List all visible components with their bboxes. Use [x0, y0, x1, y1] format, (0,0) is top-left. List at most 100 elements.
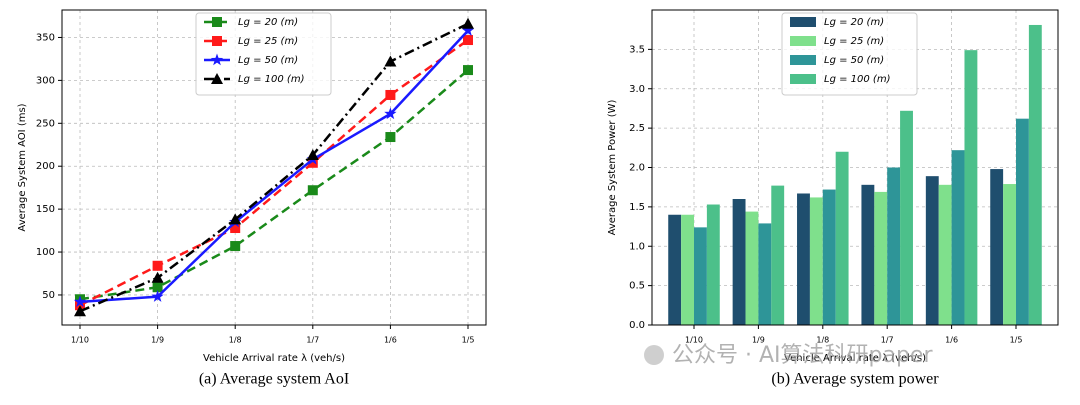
y-tick-label: 150 — [36, 204, 55, 215]
x-tick-label: 1/6 — [945, 336, 958, 345]
y-tick-label: 100 — [36, 247, 55, 258]
bar — [758, 223, 772, 325]
legend-label: Lg = 50 (m) — [238, 55, 298, 66]
bar — [900, 110, 913, 325]
marker — [210, 53, 224, 66]
bar — [887, 167, 901, 325]
y-tick-label: 3.5 — [629, 44, 645, 55]
line — [79, 39, 469, 307]
marker — [74, 305, 86, 317]
x-tick-label: 1/9 — [151, 336, 164, 345]
bar — [732, 199, 746, 325]
bar — [681, 214, 694, 325]
legend-frame — [195, 12, 332, 96]
marker — [306, 149, 319, 161]
bar — [835, 151, 849, 325]
marker — [152, 282, 163, 293]
marker — [385, 89, 396, 100]
legend-label: Lg = 100 (m) — [238, 74, 304, 85]
marker — [463, 35, 473, 46]
line — [79, 29, 469, 304]
legend-label: Lg = 100 (m) — [824, 74, 890, 85]
watermark-icon — [644, 345, 664, 365]
bar — [706, 204, 720, 325]
bar — [951, 150, 965, 325]
legend-swatch — [790, 74, 816, 84]
x-tick-label: 1/10 — [71, 336, 89, 345]
marker — [462, 17, 474, 29]
bar — [1003, 184, 1016, 325]
x-tick-label: 1/6 — [384, 336, 397, 345]
marker — [75, 300, 85, 311]
legend-swatch — [790, 36, 816, 46]
marker — [461, 24, 475, 36]
bar — [990, 169, 1004, 325]
x-tick-label: 1/9 — [752, 336, 765, 345]
bar — [874, 191, 888, 325]
line — [79, 69, 469, 301]
legend-label: Lg = 25 (m) — [824, 36, 884, 47]
marker — [73, 295, 87, 308]
marker — [152, 260, 163, 271]
bar — [694, 227, 707, 325]
caption: (b) Average system power — [771, 371, 939, 388]
x-tick-label: 1/5 — [1010, 336, 1023, 345]
bar — [771, 185, 785, 325]
marker — [230, 223, 241, 234]
y-tick-label: 2.0 — [629, 163, 645, 174]
marker — [385, 132, 396, 143]
marker — [211, 73, 223, 84]
marker — [384, 55, 397, 67]
bar — [668, 214, 682, 325]
y-tick-label: 350 — [36, 32, 55, 43]
bar — [797, 193, 810, 325]
y-tick-label: 50 — [42, 290, 55, 301]
marker — [230, 241, 241, 252]
watermark: 公众号 · AI算法科研paper — [672, 343, 933, 368]
bar — [809, 197, 823, 325]
y-tick-label: 2.5 — [629, 123, 645, 134]
marker — [229, 213, 242, 225]
y-tick-label: 300 — [36, 75, 55, 86]
marker — [212, 17, 222, 27]
marker — [151, 290, 164, 302]
y-axis-label: Average System AOI (ms) — [17, 103, 28, 231]
x-tick-label: 1/7 — [881, 336, 894, 345]
caption: (a) Average system AoI — [199, 371, 349, 388]
y-tick-label: 1.5 — [629, 202, 645, 213]
marker — [463, 65, 473, 76]
bar — [1016, 118, 1029, 325]
bar — [822, 189, 836, 325]
chart: 50 100 150 200 250 300 350 1/10 1/9 1/8 1/7 1/6 1/5 L… — [17, 9, 487, 388]
y-axis-label: Average System Power (W) — [607, 100, 618, 236]
chart: 0.0 0.5 1.0 1.5 2.0 2.5 3.0 3.5 1/10 1/9 1/8 1/7 1/6… — [607, 9, 1059, 388]
y-tick-label: 250 — [36, 118, 55, 129]
marker — [384, 107, 397, 120]
y-tick-label: 0.0 — [629, 320, 645, 331]
bar — [1028, 24, 1042, 326]
axes-frame — [651, 9, 1059, 326]
marker — [212, 36, 222, 46]
legend-label: Lg = 20 (m) — [238, 17, 298, 28]
x-tick-label: 1/8 — [229, 336, 242, 345]
y-tick-label: 1.0 — [629, 241, 645, 252]
plots: 50 100 150 200 250 300 350 1/10 1/9 1/8 1/7 1/6 1/5 L… — [17, 9, 1059, 388]
x-axis-label: Vehicle Arrival rate λ (veh/s) — [203, 353, 345, 364]
marker — [307, 185, 318, 196]
legend-label: Lg = 20 (m) — [824, 17, 884, 28]
y-tick-label: 200 — [36, 161, 55, 172]
axes-frame — [61, 9, 487, 326]
x-axis-label: Vehicle Arrival rate λ (veh/s) — [784, 353, 926, 364]
x-tick-label: 1/8 — [816, 336, 829, 345]
x-tick-label: 1/7 — [306, 336, 319, 345]
bar — [861, 184, 875, 325]
bar — [745, 211, 759, 325]
marker — [151, 271, 164, 283]
legend-label: Lg = 25 (m) — [238, 36, 298, 47]
x-tick-label: 1/10 — [685, 336, 703, 345]
y-tick-label: 3.0 — [629, 84, 645, 95]
legend-label: Lg = 50 (m) — [824, 55, 884, 66]
bar — [925, 176, 939, 325]
bar — [964, 50, 978, 325]
